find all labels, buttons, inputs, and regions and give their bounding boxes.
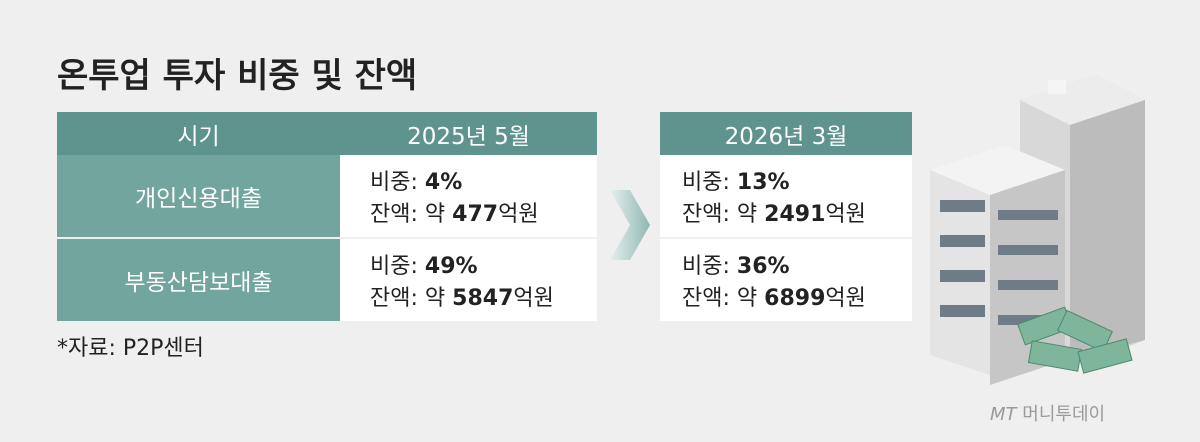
line-label: 비중:: [370, 170, 418, 195]
line-value: 6899: [764, 286, 826, 311]
row-label: 부동산담보대출: [57, 239, 340, 321]
title: 온투업 투자 비중 및 잔액: [57, 56, 418, 96]
building-illustration: [930, 75, 1145, 385]
cell-line: 비중: 13%: [682, 167, 912, 199]
cell-line: 비중: 4%: [370, 167, 597, 199]
line-label: 잔액: 약: [682, 286, 758, 311]
value-cell: 비중: 4% 잔액: 약 477억원: [340, 155, 597, 237]
line-value: 13%: [736, 170, 790, 195]
line-label: 잔액: 약: [370, 202, 446, 227]
cell-line: 잔액: 약 2491억원: [682, 199, 912, 231]
logo-name: 머니투데이: [1022, 404, 1106, 425]
line-value: 49%: [424, 254, 478, 279]
cell-line: 비중: 49%: [370, 251, 597, 283]
cell-line: 잔액: 약 477억원: [370, 199, 597, 231]
arrow: [610, 190, 650, 260]
cell-line: 비중: 36%: [682, 251, 912, 283]
value-cell: 비중: 49% 잔액: 약 5847억원: [340, 239, 597, 321]
value-cell: 비중: 36% 잔액: 약 6899억원: [660, 239, 912, 321]
cell-line: 잔액: 약 5847억원: [370, 283, 597, 315]
column-header: 시기: [57, 112, 340, 155]
line-value: 477: [452, 202, 499, 227]
line-label: 비중:: [682, 254, 730, 279]
line-unit: 억원: [498, 202, 539, 227]
line-value: 36%: [736, 254, 790, 279]
line-label: 잔액: 약: [682, 202, 758, 227]
cell-line: 잔액: 약 6899억원: [682, 283, 912, 315]
line-value: 4%: [424, 170, 463, 195]
column-header: 2025년 5월: [340, 112, 597, 155]
line-unit: 억원: [825, 286, 866, 311]
line-label: 비중:: [370, 254, 418, 279]
column-header: 2026년 3월: [660, 112, 912, 155]
line-label: 잔액: 약: [370, 286, 446, 311]
logo: MT 머니투데이: [990, 400, 1105, 426]
logo-mark: MT: [990, 404, 1017, 425]
line-value: 2491: [764, 202, 826, 227]
line-unit: 억원: [513, 286, 554, 311]
source: *자료: P2P센터: [57, 336, 204, 361]
line-unit: 억원: [825, 202, 866, 227]
line-value: 5847: [452, 286, 514, 311]
value-cell: 비중: 13% 잔액: 약 2491억원: [660, 155, 912, 237]
row-label: 개인신용대출: [57, 155, 340, 237]
line-label: 비중:: [682, 170, 730, 195]
